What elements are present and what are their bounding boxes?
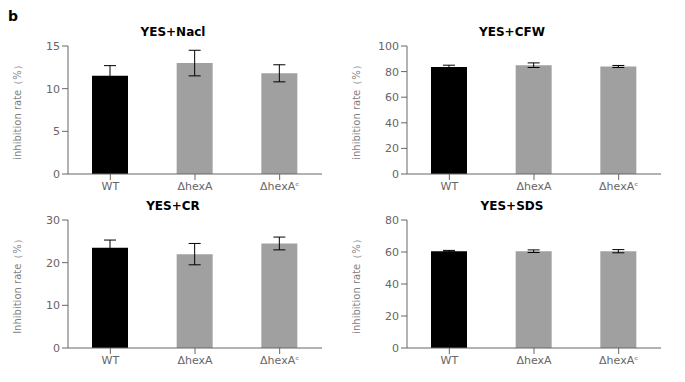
svg-text:40: 40	[385, 278, 399, 291]
html-text:YES+CR: YES+CR	[146, 199, 200, 213]
html-text:YES+Nacl: YES+Nacl	[140, 25, 206, 39]
svg-text:WT: WT	[441, 354, 459, 367]
svg-text:20: 20	[385, 310, 399, 323]
svg-text:ΔhexAᶜ: ΔhexAᶜ	[599, 354, 638, 367]
svg-text:ΔhexA: ΔhexA	[177, 180, 213, 193]
svg-text:15: 15	[46, 40, 60, 53]
svg-text:ΔhexA: ΔhexA	[177, 354, 213, 367]
html-text:YES+SDS: YES+SDS	[480, 199, 544, 213]
svg-text:inhibition rate（%）: inhibition rate（%）	[351, 234, 362, 334]
svg-text:WT: WT	[102, 180, 120, 193]
svg-text:ΔhexA: ΔhexA	[516, 180, 552, 193]
svg-text:10: 10	[46, 299, 60, 312]
svg-text:100: 100	[378, 40, 399, 53]
html-text:b: b	[8, 8, 18, 24]
svg-text:10: 10	[46, 83, 60, 96]
svg-text:WT: WT	[441, 180, 459, 193]
svg-text:20: 20	[385, 142, 399, 155]
svg-text:60: 60	[385, 246, 399, 259]
svg-text:ΔhexAᶜ: ΔhexAᶜ	[260, 180, 299, 193]
svg-text:ΔhexA: ΔhexA	[516, 354, 552, 367]
svg-text:0: 0	[392, 168, 399, 181]
svg-text:inhibition rate（%）: inhibition rate（%）	[12, 60, 23, 160]
svg-text:WT: WT	[102, 354, 120, 367]
svg-text:0: 0	[392, 342, 399, 355]
svg-text:Inhibition rate（%）: Inhibition rate（%）	[12, 234, 23, 334]
svg-text:ΔhexAᶜ: ΔhexAᶜ	[260, 354, 299, 367]
svg-text:80: 80	[385, 66, 399, 79]
svg-text:40: 40	[385, 117, 399, 130]
svg-text:80: 80	[385, 214, 399, 227]
svg-text:inhibition rate（%）: inhibition rate（%）	[351, 60, 362, 160]
svg-text:20: 20	[46, 257, 60, 270]
svg-text:ΔhexAᶜ: ΔhexAᶜ	[599, 180, 638, 193]
svg-text:60: 60	[385, 91, 399, 104]
svg-text:30: 30	[46, 214, 60, 227]
html-text:YES+CFW: YES+CFW	[479, 25, 545, 39]
svg-text:5: 5	[53, 125, 60, 138]
svg-text:0: 0	[53, 168, 60, 181]
svg-text:0: 0	[53, 342, 60, 355]
